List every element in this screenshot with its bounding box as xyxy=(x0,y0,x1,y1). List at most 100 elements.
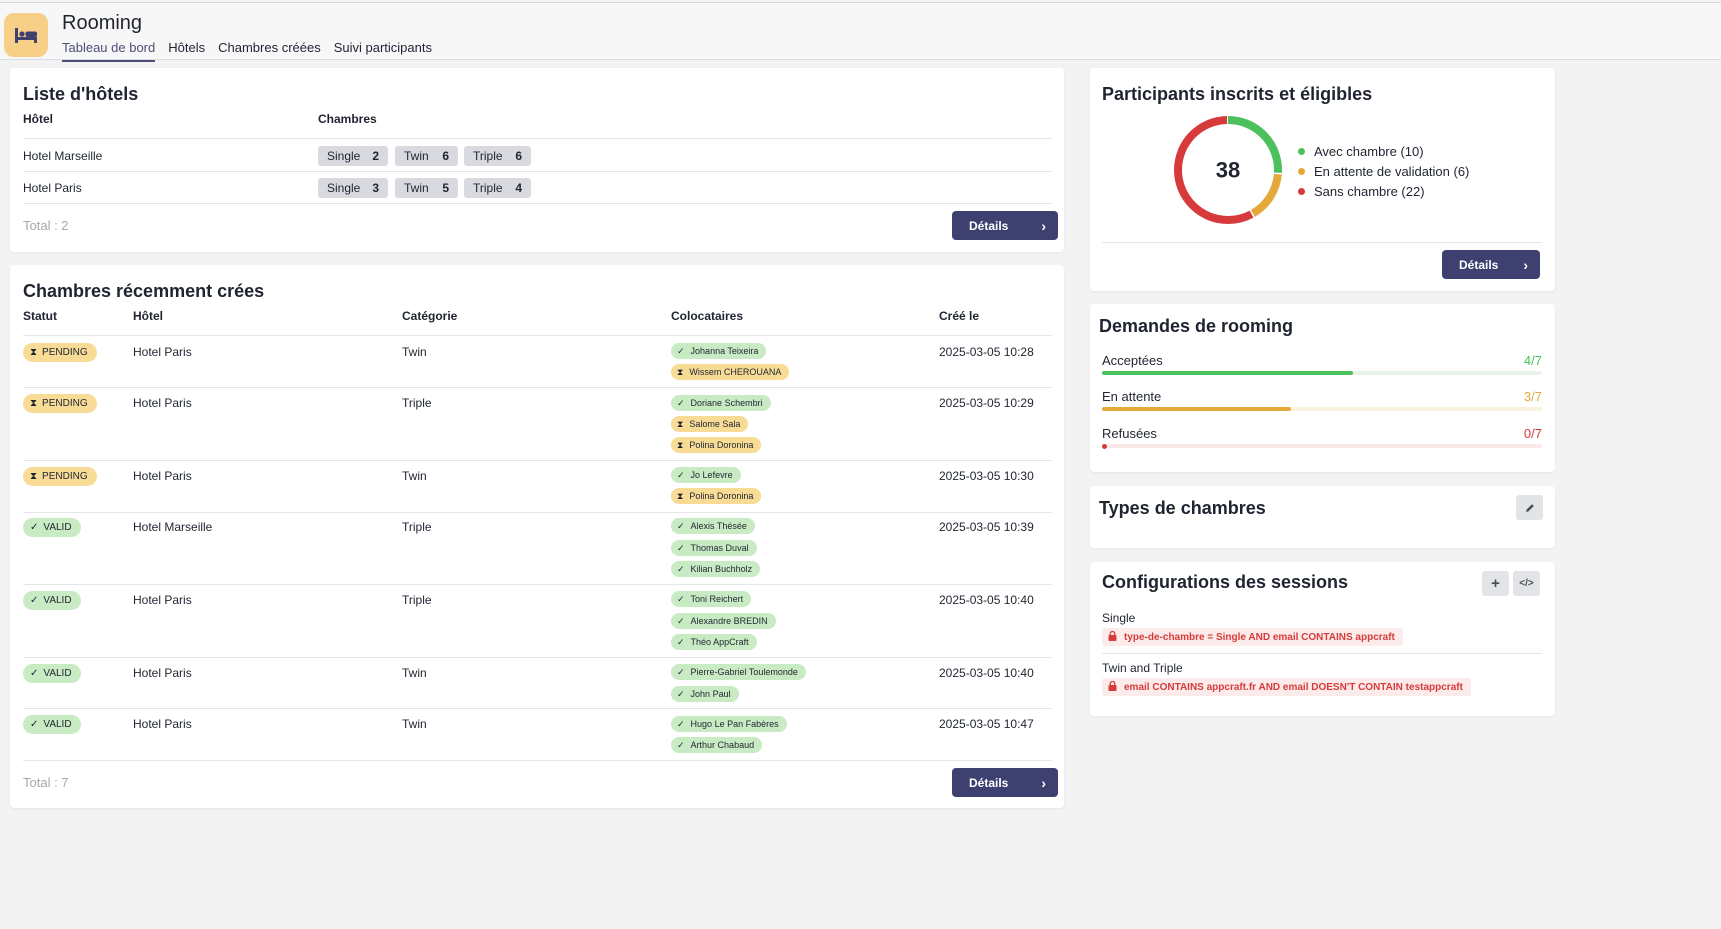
room-hotel: Hotel Paris xyxy=(133,666,192,680)
hotels-card: Liste d'hôtels Hôtel Chambres Hotel Mars… xyxy=(10,68,1064,252)
rooms-details-button[interactable]: Détails › xyxy=(952,768,1058,797)
room-hotel: Hotel Paris xyxy=(133,717,192,731)
check-icon: ✓ xyxy=(677,345,685,356)
pencil-icon[interactable] xyxy=(1516,495,1543,520)
room-category: Triple xyxy=(402,520,432,534)
request-fraction: 3/7 xyxy=(1523,389,1542,404)
status-badge: ✓ VALID xyxy=(23,664,81,683)
hourglass-icon: ⧗ xyxy=(677,439,684,450)
check-icon: ✓ xyxy=(677,688,685,699)
app-title: Rooming xyxy=(62,12,143,34)
roommate-badge: ✓ Théo AppCraft xyxy=(671,634,757,650)
request-progress-bar xyxy=(1102,443,1542,449)
session-label: Twin and Triple xyxy=(1102,661,1183,675)
request-fraction: 0/7 xyxy=(1523,426,1542,441)
roommate-badge: ✓ Doriane Schembri xyxy=(671,395,771,411)
room-created-at: 2025-03-05 10:28 xyxy=(939,345,1034,359)
room-category: Twin xyxy=(402,345,427,359)
roommate-badge: ✓ Kilian Buchholz xyxy=(671,561,761,577)
room-created-at: 2025-03-05 10:47 xyxy=(939,717,1034,731)
recent-rooms-title: Chambres récemment crées xyxy=(23,281,265,301)
check-icon: ✓ xyxy=(677,563,685,574)
roommate-badge: ✓ Hugo Le Pan Fabères xyxy=(671,716,787,732)
check-icon: ✓ xyxy=(677,593,685,604)
roommate-badge: ✓ John Paul xyxy=(671,686,739,702)
hourglass-icon: ⧗ xyxy=(677,366,684,377)
request-label: Refusées xyxy=(1102,426,1157,441)
check-icon: ✓ xyxy=(677,542,685,553)
request-label: En attente xyxy=(1102,389,1162,404)
recent-rooms-card: Chambres récemment crées Statut Hôtel Ca… xyxy=(10,265,1064,808)
code-icon[interactable]: </> xyxy=(1513,571,1540,596)
sessions-config-card: Configurations des sessions + </> Single… xyxy=(1090,562,1555,716)
room-category: Triple xyxy=(402,593,432,607)
status-badge: ✓ VALID xyxy=(23,715,81,734)
session-rule: type-de-chambre = Single AND email CONTA… xyxy=(1102,628,1403,646)
check-icon: ✓ xyxy=(677,666,685,677)
roommate-badge: ✓ Arthur Chabaud xyxy=(671,737,763,753)
rooms-total: Total : 7 xyxy=(23,775,69,790)
participants-card: Participants inscrits et éligibles 38 Av… xyxy=(1090,68,1555,291)
room-types-card: Types de chambres xyxy=(1090,486,1555,548)
room-hotel: Hotel Paris xyxy=(133,396,192,410)
roommate-badge: ✓ Alexandre BREDIN xyxy=(671,613,776,629)
room-created-at: 2025-03-05 10:29 xyxy=(939,396,1034,410)
tab-bar: Tableau de bord Hôtels Chambres créées S… xyxy=(62,40,432,62)
check-icon: ✓ xyxy=(30,668,39,679)
roommate-badge: ⧗ Polina Doronina xyxy=(671,488,762,504)
tab-hotels[interactable]: Hôtels xyxy=(168,40,206,55)
status-badge: ✓ VALID xyxy=(23,518,81,537)
roommate-badge: ⧗ Salome Sala xyxy=(671,416,749,432)
room-category: Twin xyxy=(402,717,427,731)
roommate-badge: ✓ Jo Lefevre xyxy=(671,467,741,483)
check-icon: ✓ xyxy=(30,595,39,606)
roommate-badge: ✓ Johanna Teixeira xyxy=(671,343,767,359)
request-fraction: 4/7 xyxy=(1523,353,1542,368)
plus-icon[interactable]: + xyxy=(1482,571,1509,596)
check-icon: ✓ xyxy=(677,469,685,480)
sessions-config-title: Configurations des sessions xyxy=(1102,572,1349,592)
tab-created-rooms[interactable]: Chambres créées xyxy=(218,40,321,55)
room-created-at: 2025-03-05 10:40 xyxy=(939,593,1034,607)
room-chip: Twin 6 xyxy=(395,146,458,166)
room-chip: Single 3 xyxy=(318,178,388,198)
hotels-total: Total : 2 xyxy=(23,218,69,233)
status-badge: ⧗ PENDING xyxy=(23,394,97,413)
hotel-name: Hotel Marseille xyxy=(23,149,103,163)
roommate-badge: ✓ Thomas Duval xyxy=(671,540,757,556)
room-hotel: Hotel Paris xyxy=(133,593,192,607)
status-badge: ⧗ PENDING xyxy=(23,343,97,362)
session-label: Single xyxy=(1102,611,1136,625)
tab-participants-tracking[interactable]: Suivi participants xyxy=(333,40,432,55)
room-types-title: Types de chambres xyxy=(1099,498,1266,518)
check-icon: ✓ xyxy=(677,739,685,750)
session-rule: email CONTAINS appcraft.fr AND email DOE… xyxy=(1102,678,1471,696)
request-progress-bar xyxy=(1102,371,1542,375)
hotels-details-button[interactable]: Détails › xyxy=(952,211,1058,240)
room-chip: Single 2 xyxy=(318,146,388,166)
legend-with-room: Avec chambre (10) xyxy=(1298,144,1424,159)
request-label: Acceptées xyxy=(1102,353,1163,368)
participants-title: Participants inscrits et éligibles xyxy=(1102,84,1373,104)
check-icon: ✓ xyxy=(677,718,685,729)
room-hotel: Hotel Paris xyxy=(133,345,192,359)
top-bar: Rooming Tableau de bord Hôtels Chambres … xyxy=(0,2,1721,62)
room-created-at: 2025-03-05 10:40 xyxy=(939,666,1034,680)
tab-dashboard[interactable]: Tableau de bord xyxy=(62,40,156,62)
room-category: Triple xyxy=(402,396,432,410)
room-hotel: Hotel Paris xyxy=(133,469,192,483)
room-created-at: 2025-03-05 10:39 xyxy=(939,520,1034,534)
hotel-name: Hotel Paris xyxy=(23,181,82,195)
hourglass-icon: ⧗ xyxy=(30,471,38,482)
participants-details-button[interactable]: Détails › xyxy=(1442,250,1540,279)
donut-segment-with-room xyxy=(1174,116,1282,224)
lock-icon xyxy=(1108,680,1117,694)
roommate-badge: ⧗ Polina Doronina xyxy=(671,437,762,453)
chevron-right-icon: › xyxy=(1041,774,1046,791)
lock-icon xyxy=(1108,630,1117,644)
room-hotel: Hotel Marseille xyxy=(133,520,213,534)
col-rooms-header: Chambres xyxy=(318,112,377,126)
rooming-requests-card: Demandes de rooming Acceptées 4/7 En att… xyxy=(1090,304,1555,472)
check-icon: ✓ xyxy=(30,719,39,730)
